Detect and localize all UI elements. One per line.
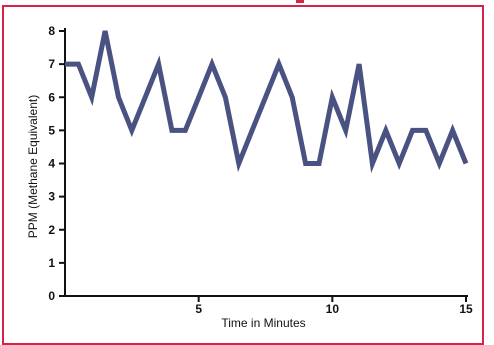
y-tick-label: 3 <box>48 190 55 204</box>
x-axis-ticks: 5 10 15 <box>195 296 473 316</box>
y-tick-label: 8 <box>48 24 55 38</box>
x-tick-label: 15 <box>459 302 473 316</box>
y-tick-label: 0 <box>48 289 55 303</box>
y-tick-label: 6 <box>48 90 55 104</box>
y-tick-label: 5 <box>48 123 55 137</box>
frame-top-accent <box>296 0 304 3</box>
y-tick-label: 2 <box>48 223 55 237</box>
x-tick-label: 10 <box>326 302 340 316</box>
y-tick-label: 7 <box>48 57 55 71</box>
x-tick-label: 5 <box>195 302 202 316</box>
y-tick-label: 1 <box>48 256 55 270</box>
y-tick-label: 4 <box>48 157 55 171</box>
x-axis-title: Time in Minutes <box>221 316 305 330</box>
series-line <box>65 30 469 174</box>
line-chart: 0 1 2 3 4 5 6 7 8 5 10 15 Time in Minutes PPM (Met… <box>26 24 473 330</box>
y-axis-title: PPM (Methane Equivalent) <box>26 95 40 238</box>
chart-frame <box>2 5 484 345</box>
y-axis-ticks: 0 1 2 3 4 5 6 7 8 <box>48 24 65 303</box>
